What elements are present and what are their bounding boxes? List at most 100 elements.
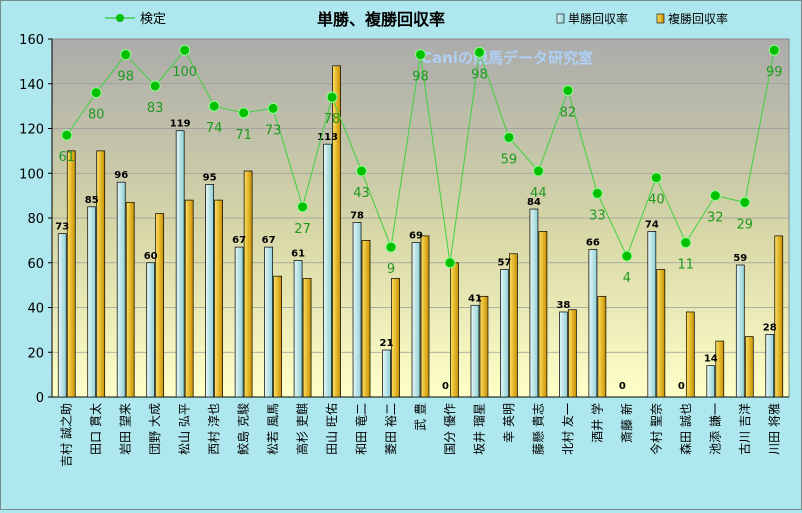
y-tick-label: 120 [19,123,44,138]
bar-tansho [205,184,214,398]
x-tick-label: 川田 将雅 [766,403,781,455]
x-tick-label: 西村 淳也 [206,403,221,455]
data-label-tansho: 84 [527,197,541,208]
bar-fukusho [420,235,430,398]
kentei-point [179,44,191,56]
bar-fukusho [774,235,784,398]
kentei-label: 74 [206,121,223,136]
bar-tansho [765,334,775,398]
kentei-point [149,80,161,92]
kentei-label: 61 [58,150,75,165]
bar-tansho [382,349,391,398]
data-label-tansho: 57 [497,257,511,268]
bar-fukusho [509,253,518,398]
x-tick-label: 菱田 裕二 [383,403,398,455]
bar-fukusho [479,295,489,398]
bar-tansho [234,246,244,398]
legend-swatch-fukusho [656,13,665,24]
kentei-label: 98 [412,70,429,85]
legend-label-tansho: 単勝回収率 [568,11,628,26]
bar-tansho [57,233,67,398]
chart-title: 単勝、複勝回収率 [317,10,445,29]
kentei-point [709,190,721,202]
bar-fukusho [243,170,253,398]
kentei-point [208,100,220,112]
x-tick-label: 斎藤 新 [619,403,634,443]
kentei-point [415,49,426,61]
data-label-tansho: 113 [317,132,338,143]
bar-tansho [500,269,509,398]
x-tick-label: 幸 英明 [502,403,516,443]
kentei-label: 98 [471,67,488,82]
data-label-tansho: 38 [556,300,570,311]
kentei-point [326,91,338,103]
y-tick-label: 40 [27,302,44,317]
kentei-point [473,46,485,58]
bar-fukusho [597,295,607,398]
x-tick-label: 古川 吉洋 [737,403,752,455]
bar-fukusho [656,269,666,398]
data-label-tansho: 21 [380,338,394,349]
x-axis: 吉村 誠之助 田口 貫太 岩田 望来 団野 大成 松山 弘平 西村 淳也 鮫島 克駿 松若 風… [60,403,782,467]
kentei-label: 29 [737,217,754,232]
kentei-label: 40 [648,193,665,208]
kentei-point [621,250,633,262]
bar-tansho [735,264,745,398]
data-label-tansho: 41 [468,293,482,304]
kentei-label: 80 [88,108,105,123]
bar-tansho [559,311,568,398]
data-label-tansho: 59 [733,253,747,264]
data-label-tansho: 96 [114,170,128,181]
bar-fukusho [715,340,725,398]
data-label-tansho: 73 [55,222,69,233]
x-tick-label: 団野 大成 [148,403,162,455]
bar-tansho [87,206,97,398]
kentei-label: 82 [560,105,577,120]
bar-fukusho [66,150,76,398]
kentei-label: 71 [235,128,252,143]
kentei-point [238,107,250,119]
kentei-label: 59 [501,152,518,167]
bar-tansho [116,181,126,398]
bar-fukusho [332,65,341,398]
x-tick-label: 高杉 吏麒 [295,403,310,455]
legend: 検定 単勝回収率 複勝回収率 [105,11,728,27]
x-tick-label: 松若 風馬 [266,403,280,455]
kentei-point [297,201,309,213]
kentei-label: 78 [324,112,341,127]
kentei-point [503,131,515,143]
bar-fukusho [685,311,695,398]
kentei-point [267,102,279,114]
kentei-label: 4 [623,271,631,286]
x-tick-label: 松山 弘平 [178,403,192,455]
bar-tansho [588,248,598,398]
y-tick-label: 60 [27,257,44,272]
kentei-label: 98 [117,70,134,85]
bar-tansho [647,231,657,398]
bar-tansho [175,130,185,398]
x-tick-label: 酒井 学 [589,403,604,443]
data-label-tansho: 0 [442,381,449,392]
data-label-tansho: 60 [144,251,158,262]
bar-fukusho [214,199,223,398]
x-tick-label: 国分 優作 [443,403,457,455]
x-tick-label: 坂井 瑠星 [472,403,486,455]
kentei-point [650,172,662,184]
kentei-label: 32 [707,211,724,226]
legend-label-fukusho: 複勝回収率 [668,11,728,26]
data-label-tansho: 78 [350,210,364,221]
bar-fukusho [302,278,312,398]
bar-fukusho [744,336,754,398]
kentei-point [444,257,456,269]
data-label-tansho: 67 [262,235,276,246]
x-tick-label: 藤懸 貴志 [531,403,545,455]
data-label-tansho: 85 [85,195,99,206]
watermark: Caniの競馬データ研究室 [421,49,593,67]
x-tick-label: 和田 竜二 [355,403,369,455]
kentei-point [61,129,73,141]
x-tick-label: 武 豊 [414,403,428,431]
kentei-point [532,165,544,177]
y-tick-label: 80 [27,212,44,227]
